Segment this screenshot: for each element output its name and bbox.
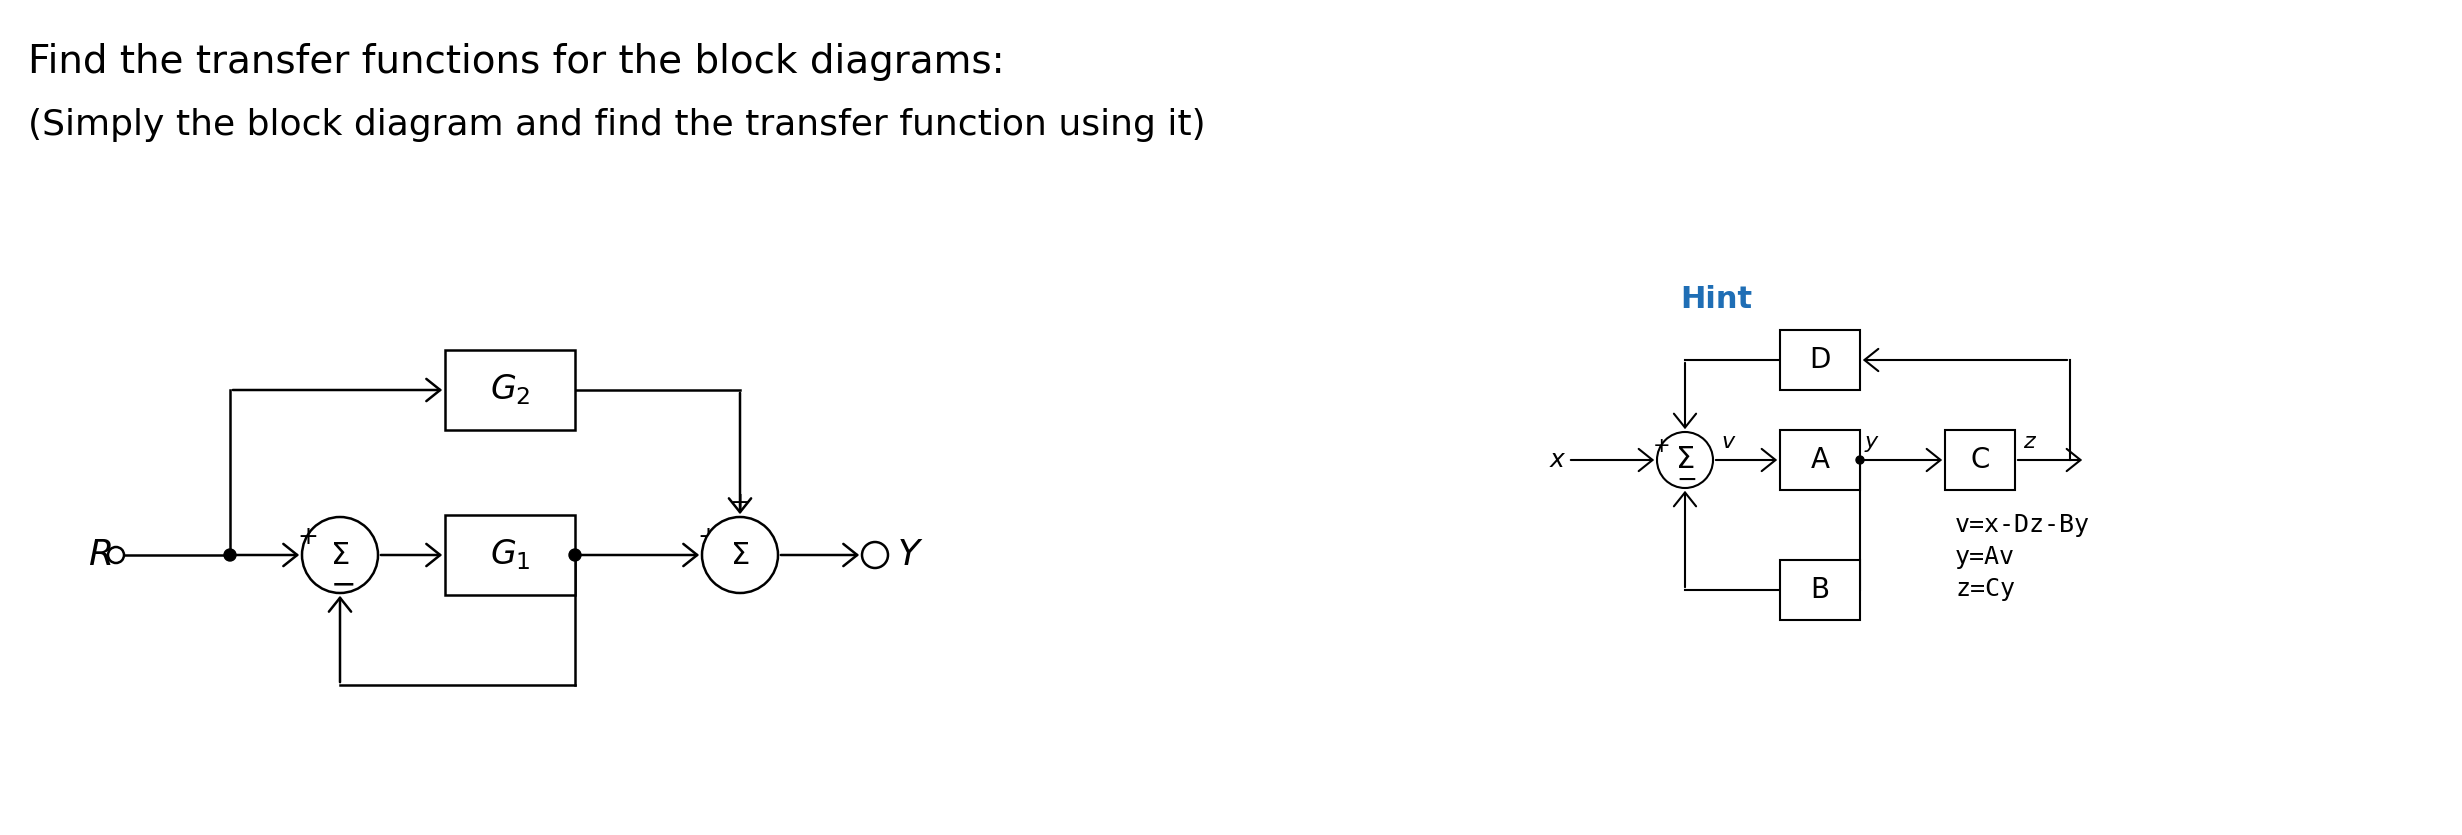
Circle shape (224, 549, 236, 561)
Text: (Simply the block diagram and find the transfer function using it): (Simply the block diagram and find the t… (27, 108, 1206, 142)
Text: −: − (1677, 468, 1696, 492)
Circle shape (1856, 456, 1864, 464)
Bar (446, 350, 576, 430)
Text: z=Cy: z=Cy (1955, 577, 2014, 601)
Text: Hint: Hint (1679, 286, 1753, 315)
Text: $\Sigma$: $\Sigma$ (731, 540, 751, 569)
Circle shape (702, 517, 778, 593)
Text: +: + (298, 525, 318, 549)
Text: $\Sigma$: $\Sigma$ (330, 540, 350, 569)
Text: v=x-Dz-By: v=x-Dz-By (1955, 513, 2090, 537)
Bar (1780, 560, 1859, 620)
Bar (1780, 330, 1859, 390)
Text: B: B (1810, 576, 1829, 604)
Text: +: + (729, 491, 751, 515)
Circle shape (108, 547, 123, 563)
Text: v: v (1721, 432, 1733, 452)
Bar (1780, 430, 1859, 490)
Text: D: D (1810, 346, 1832, 374)
Text: y=Av: y=Av (1955, 545, 2014, 569)
Text: z: z (2024, 432, 2034, 452)
Circle shape (569, 549, 581, 561)
Circle shape (862, 542, 889, 568)
Text: A: A (1810, 446, 1829, 474)
Text: C: C (1970, 446, 1989, 474)
Text: $G_2$: $G_2$ (490, 372, 529, 407)
Bar (1945, 430, 2014, 490)
Text: y: y (1866, 432, 1879, 452)
Text: $Y$: $Y$ (896, 538, 923, 572)
Text: +: + (697, 525, 719, 549)
Text: x: x (1551, 448, 1566, 472)
Text: +: + (1652, 436, 1672, 456)
Circle shape (1657, 432, 1714, 488)
Text: $R$: $R$ (89, 538, 111, 572)
Text: Find the transfer functions for the block diagrams:: Find the transfer functions for the bloc… (27, 43, 1004, 81)
Text: $G_1$: $G_1$ (490, 538, 529, 572)
Circle shape (303, 517, 379, 593)
Text: $\Sigma$: $\Sigma$ (1674, 446, 1694, 474)
Text: −: − (332, 570, 357, 600)
Bar (446, 515, 576, 595)
